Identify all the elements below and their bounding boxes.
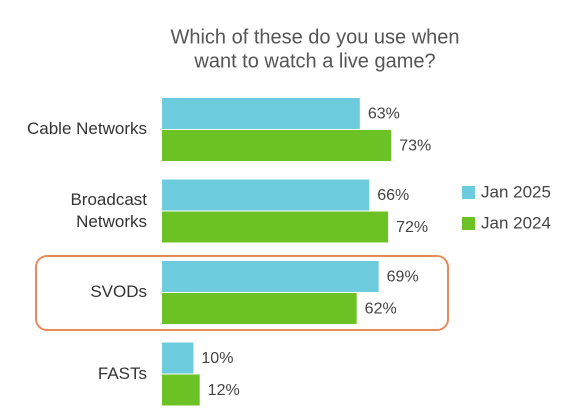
chart-title: Which of these do you use when	[170, 26, 459, 48]
category-label: FASTs	[97, 363, 147, 383]
value-label: 63%	[368, 106, 400, 123]
value-label: 66%	[377, 187, 409, 204]
bar	[162, 211, 389, 243]
bar	[162, 342, 194, 374]
legend-swatch	[462, 217, 475, 230]
bar	[162, 130, 392, 161]
bar	[162, 179, 370, 211]
chart-title: want to watch a live game?	[193, 50, 435, 72]
category-label: Broadcast Networks	[70, 189, 147, 231]
highlight-box	[35, 255, 449, 331]
legend-swatch	[462, 186, 475, 199]
value-label: 72%	[396, 219, 428, 236]
value-label: 69%	[387, 269, 419, 286]
category-label: Cable Networks	[27, 119, 147, 138]
value-label: 12%	[208, 382, 240, 399]
legend-label: Jan 2024	[481, 213, 551, 232]
category-label: SVODs	[90, 282, 147, 301]
value-label: 10%	[201, 350, 233, 367]
bar	[162, 98, 360, 129]
legend-label: Jan 2025	[481, 182, 551, 201]
bar	[162, 293, 357, 324]
value-label: 73%	[399, 138, 431, 155]
bar	[162, 261, 379, 292]
value-label: 62%	[365, 301, 397, 318]
bar	[162, 374, 200, 406]
